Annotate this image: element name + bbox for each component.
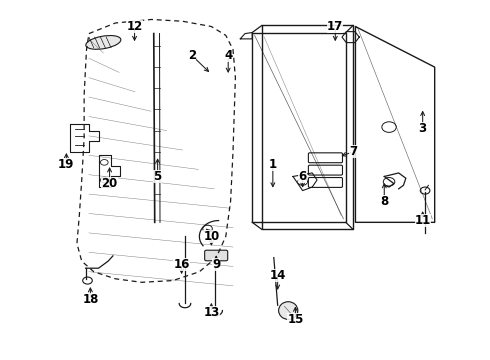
Text: 9: 9 (212, 258, 220, 271)
FancyBboxPatch shape (308, 153, 343, 163)
Text: 11: 11 (415, 214, 431, 227)
Text: 20: 20 (101, 177, 118, 190)
Text: 19: 19 (58, 158, 74, 171)
Text: 4: 4 (224, 49, 232, 62)
Text: 18: 18 (82, 293, 98, 306)
Text: 5: 5 (153, 170, 162, 183)
Text: 16: 16 (173, 258, 190, 271)
Text: 14: 14 (270, 269, 286, 282)
Text: 1: 1 (269, 158, 277, 171)
Text: 15: 15 (287, 313, 304, 326)
FancyBboxPatch shape (308, 165, 343, 175)
Text: 3: 3 (418, 122, 427, 135)
Text: 6: 6 (298, 170, 307, 183)
FancyBboxPatch shape (308, 177, 343, 188)
Ellipse shape (86, 36, 121, 49)
FancyBboxPatch shape (205, 250, 228, 261)
Text: 12: 12 (126, 20, 143, 33)
Text: 8: 8 (380, 195, 389, 208)
Text: 2: 2 (188, 49, 196, 62)
Text: 10: 10 (203, 230, 220, 243)
Ellipse shape (279, 302, 298, 319)
Text: 17: 17 (327, 20, 343, 33)
Text: 7: 7 (349, 145, 357, 158)
Text: 13: 13 (203, 306, 220, 319)
